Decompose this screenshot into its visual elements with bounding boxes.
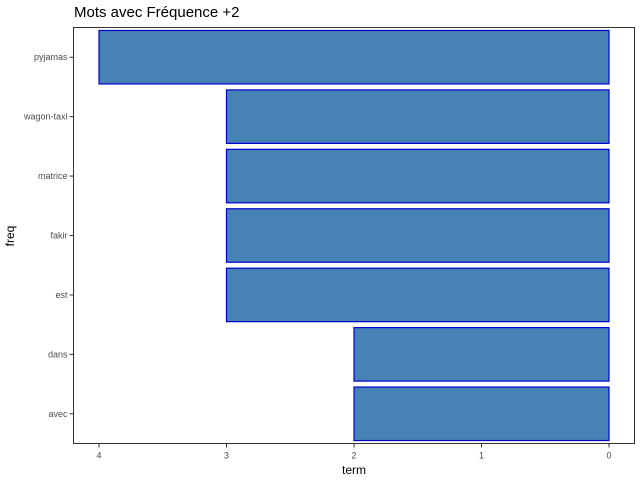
bar-matrice: [225, 148, 610, 204]
x-axis-title: term: [342, 463, 366, 477]
bar-avec: [353, 386, 610, 442]
bar-est: [225, 267, 610, 323]
y-tick-label: matrice: [38, 171, 68, 181]
y-tick-label: avec: [48, 409, 68, 419]
y-tick-label: fakir: [50, 231, 67, 241]
x-tick-label: 3: [224, 451, 229, 461]
x-tick-label: 1: [479, 451, 484, 461]
bar-wagon-taxi: [225, 89, 610, 144]
x-tick-label: 2: [351, 451, 356, 461]
y-tick-label: pyjamas: [34, 52, 68, 62]
y-axis-title: freq: [3, 226, 17, 247]
x-tick-label: 4: [96, 451, 101, 461]
y-tick-label: wagon-taxi: [23, 112, 68, 122]
bar-dans: [353, 327, 610, 382]
y-tick-label: est: [55, 290, 68, 300]
x-tick-label: 0: [606, 451, 611, 461]
y-tick-label: dans: [48, 349, 68, 359]
chart-title: Mots avec Fréquence +2: [74, 4, 240, 21]
bar-fakir: [225, 208, 610, 263]
bar-pyjamas: [98, 29, 610, 85]
